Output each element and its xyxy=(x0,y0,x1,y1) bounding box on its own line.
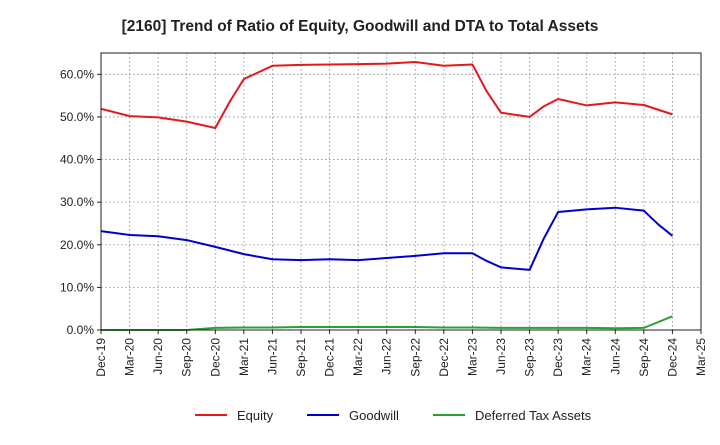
y-tick-label: 20.0% xyxy=(60,238,94,252)
y-tick-label: 40.0% xyxy=(60,153,94,167)
x-tick-label: Dec-20 xyxy=(208,338,222,377)
legend-label: Goodwill xyxy=(349,408,399,423)
x-tick-label: Sep-23 xyxy=(523,338,537,377)
x-tick-label: Jun-23 xyxy=(494,338,508,375)
axis-layer: 0.0% 10.0% 20.0% 30.0% 40.0% 50.0% 60.0% Dec-19… xyxy=(60,67,708,376)
legend-item-goodwill: Goodwill xyxy=(307,408,399,423)
legend-item-deferred-tax-assets: Deferred Tax Assets xyxy=(433,408,592,423)
chart-title: [2160] Trend of Ratio of Equity, Goodwil… xyxy=(122,18,599,35)
y-tick-label: 30.0% xyxy=(60,195,94,209)
legend: Equity Goodwill Deferred Tax Assets xyxy=(195,408,592,423)
grid-layer xyxy=(101,53,701,330)
x-tick-label: Jun-24 xyxy=(608,338,622,375)
x-tick-label: Dec-23 xyxy=(551,338,565,377)
x-tick-label: Sep-20 xyxy=(180,338,194,377)
x-tick-label: Jun-22 xyxy=(380,338,394,375)
x-tick-label: Mar-23 xyxy=(465,338,479,376)
y-tick-label: 60.0% xyxy=(60,67,94,81)
legend-label: Deferred Tax Assets xyxy=(475,408,592,423)
x-tick-label: Jun-20 xyxy=(151,338,165,375)
x-tick-label: Dec-19 xyxy=(94,338,108,377)
x-tick-label: Mar-24 xyxy=(580,338,594,376)
y-tick-label: 10.0% xyxy=(60,280,94,294)
x-tick-label: Mar-25 xyxy=(694,338,708,376)
y-tick-label: 50.0% xyxy=(60,110,94,124)
series-line-goodwill xyxy=(100,206,674,271)
x-tick-label: Mar-22 xyxy=(351,338,365,376)
x-tick-label: Dec-21 xyxy=(323,338,337,377)
legend-label: Equity xyxy=(237,408,274,423)
x-tick-label: Mar-20 xyxy=(123,338,137,376)
x-tick-label: Jun-21 xyxy=(265,338,279,375)
y-tick-label: 0.0% xyxy=(67,323,95,337)
x-tick-label: Sep-24 xyxy=(637,338,651,377)
legend-item-equity: Equity xyxy=(195,408,274,423)
x-tick-label: Sep-21 xyxy=(294,338,308,377)
x-tick-label: Dec-22 xyxy=(437,338,451,377)
series-line-equity xyxy=(100,60,673,129)
x-tick-label: Dec-24 xyxy=(665,338,679,377)
series-line-deferred-tax-assets xyxy=(101,315,673,331)
x-tick-label: Mar-21 xyxy=(237,338,251,376)
plot-area-frame xyxy=(100,52,702,331)
series-layer xyxy=(100,60,674,331)
x-tick-label: Sep-22 xyxy=(408,338,422,377)
